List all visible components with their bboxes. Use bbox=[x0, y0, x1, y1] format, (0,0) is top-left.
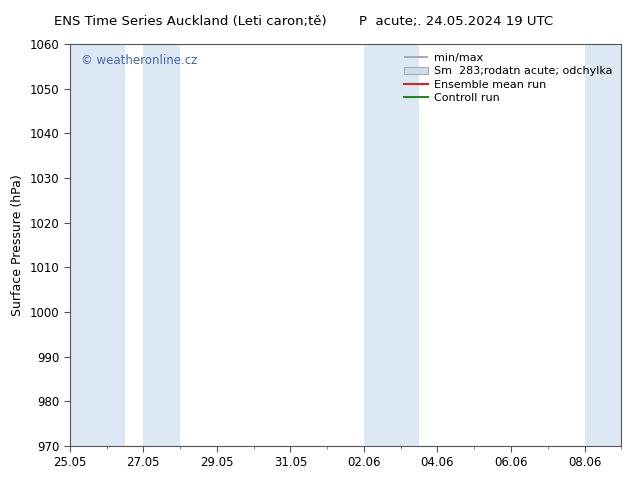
Text: P  acute;. 24.05.2024 19 UTC: P acute;. 24.05.2024 19 UTC bbox=[359, 15, 553, 28]
Text: © weatheronline.cz: © weatheronline.cz bbox=[81, 54, 197, 67]
Bar bbox=[364, 44, 419, 446]
Text: ENS Time Series Auckland (Leti caron;tě): ENS Time Series Auckland (Leti caron;tě) bbox=[54, 15, 327, 28]
Bar bbox=[143, 44, 180, 446]
Bar bbox=[70, 44, 125, 446]
Legend: min/max, Sm  283;rodatn acute; odchylka, Ensemble mean run, Controll run: min/max, Sm 283;rodatn acute; odchylka, … bbox=[401, 49, 616, 106]
Bar bbox=[585, 44, 621, 446]
Y-axis label: Surface Pressure (hPa): Surface Pressure (hPa) bbox=[11, 174, 24, 316]
